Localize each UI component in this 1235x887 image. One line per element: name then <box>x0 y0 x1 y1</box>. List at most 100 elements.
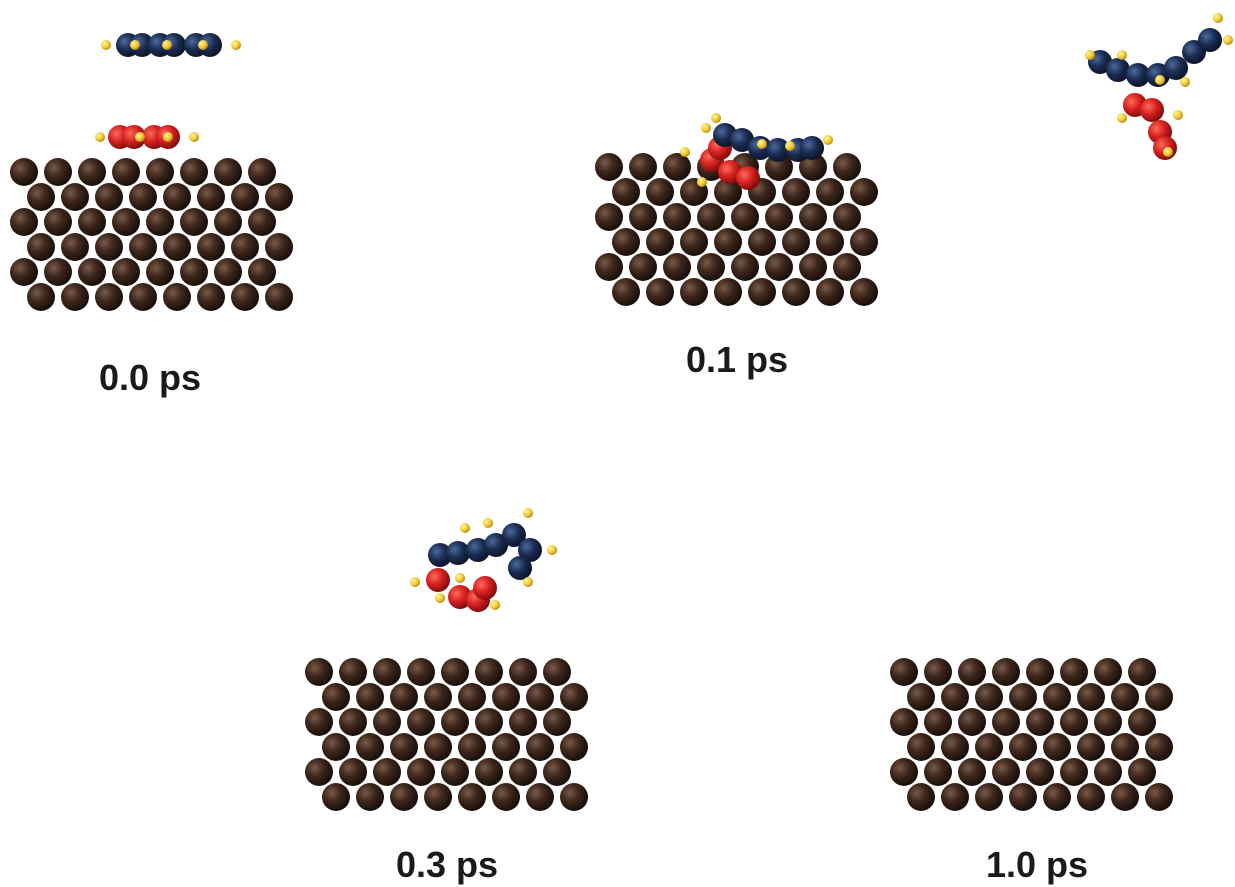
surface-atom <box>646 178 674 206</box>
surface-atom <box>850 178 878 206</box>
hydrogen-atom <box>785 141 795 151</box>
surface-atom <box>27 233 55 261</box>
page: 0.0 ps 0.1 ps 0.3 ps 1.0 ps (() => { con… <box>0 0 1235 887</box>
surface-atom <box>163 183 191 211</box>
surface-atom <box>231 283 259 311</box>
surface-atom <box>697 253 725 281</box>
hydrogen-atom <box>1085 50 1095 60</box>
surface-atom <box>407 658 435 686</box>
surface-atom <box>765 253 793 281</box>
surface-atom <box>27 183 55 211</box>
surface-atom <box>975 733 1003 761</box>
surface-atom <box>44 208 72 236</box>
surface-atom <box>305 758 333 786</box>
surface-atom <box>975 683 1003 711</box>
surface-atom <box>197 183 225 211</box>
surface-atom <box>612 228 640 256</box>
hydrogen-atom <box>435 593 445 603</box>
surface-atom <box>595 253 623 281</box>
surface-atom <box>958 658 986 686</box>
surface-atom <box>1043 733 1071 761</box>
hydrogen-atom <box>231 40 241 50</box>
surface-atom <box>907 683 935 711</box>
surface-atom <box>612 178 640 206</box>
surface-atom <box>680 278 708 306</box>
surface-atom <box>44 158 72 186</box>
surface-atom <box>373 758 401 786</box>
surface-atom <box>356 683 384 711</box>
carbon-atom <box>473 576 497 600</box>
surface-atom <box>390 683 418 711</box>
hydrogen-atom <box>95 132 105 142</box>
surface-atom <box>697 203 725 231</box>
time-label: 0.1 ps <box>686 339 788 380</box>
surface-atom <box>646 278 674 306</box>
surface-atom <box>407 708 435 736</box>
surface-atom <box>543 658 571 686</box>
surface-atom <box>475 658 503 686</box>
surface-atom <box>27 283 55 311</box>
surface-atom <box>543 758 571 786</box>
time-label: 0.3 ps <box>396 844 498 885</box>
hydrogen-atom <box>711 113 721 123</box>
surface-atom <box>424 683 452 711</box>
surface-atom <box>748 278 776 306</box>
surface-atom <box>907 733 935 761</box>
surface-atom <box>731 253 759 281</box>
surface-atom <box>373 658 401 686</box>
surface-atom <box>526 783 554 811</box>
surface-atom <box>1111 683 1139 711</box>
surface-atom <box>248 258 276 286</box>
surface-atom <box>390 783 418 811</box>
surface-atom <box>475 708 503 736</box>
surface-atom <box>441 758 469 786</box>
surface-atom <box>424 783 452 811</box>
surface-atom <box>816 178 844 206</box>
surface-atom <box>305 708 333 736</box>
surface-atom <box>526 683 554 711</box>
hydrogen-atom <box>757 139 767 149</box>
surface-atom <box>1043 683 1071 711</box>
hydrogen-atom <box>697 177 707 187</box>
surface-atom <box>458 733 486 761</box>
hydrogen-atom <box>460 523 470 533</box>
surface-atom <box>543 708 571 736</box>
surface-atom <box>458 683 486 711</box>
surface-atom <box>560 783 588 811</box>
atoms <box>10 13 1233 811</box>
surface-atom <box>1026 758 1054 786</box>
surface-atom <box>61 283 89 311</box>
surface-atom <box>958 758 986 786</box>
surface-atom <box>850 278 878 306</box>
surface-atom <box>458 783 486 811</box>
surface-atom <box>356 783 384 811</box>
surface-atom <box>265 233 293 261</box>
surface-atom <box>595 153 623 181</box>
surface-atom <box>1077 733 1105 761</box>
surface-atom <box>10 258 38 286</box>
time-label: 0.0 ps <box>99 357 201 398</box>
surface-atom <box>714 228 742 256</box>
surface-atom <box>129 233 157 261</box>
surface-atom <box>1060 658 1088 686</box>
surface-atom <box>339 758 367 786</box>
surface-atom <box>907 783 935 811</box>
surface-atom <box>833 253 861 281</box>
surface-atom <box>924 758 952 786</box>
surface-atom <box>509 658 537 686</box>
surface-atom <box>163 283 191 311</box>
surface-atom <box>850 228 878 256</box>
hydrogen-atom <box>547 545 557 555</box>
carbon-atom <box>1140 98 1164 122</box>
surface-atom <box>492 783 520 811</box>
surface-atom <box>1043 783 1071 811</box>
surface-atom <box>112 208 140 236</box>
surface-atom <box>799 203 827 231</box>
surface-atom <box>560 683 588 711</box>
surface-atom <box>373 708 401 736</box>
surface-atom <box>1077 683 1105 711</box>
surface-atom <box>492 733 520 761</box>
hydrogen-atom <box>101 40 111 50</box>
surface-atom <box>129 283 157 311</box>
surface-atom <box>129 183 157 211</box>
